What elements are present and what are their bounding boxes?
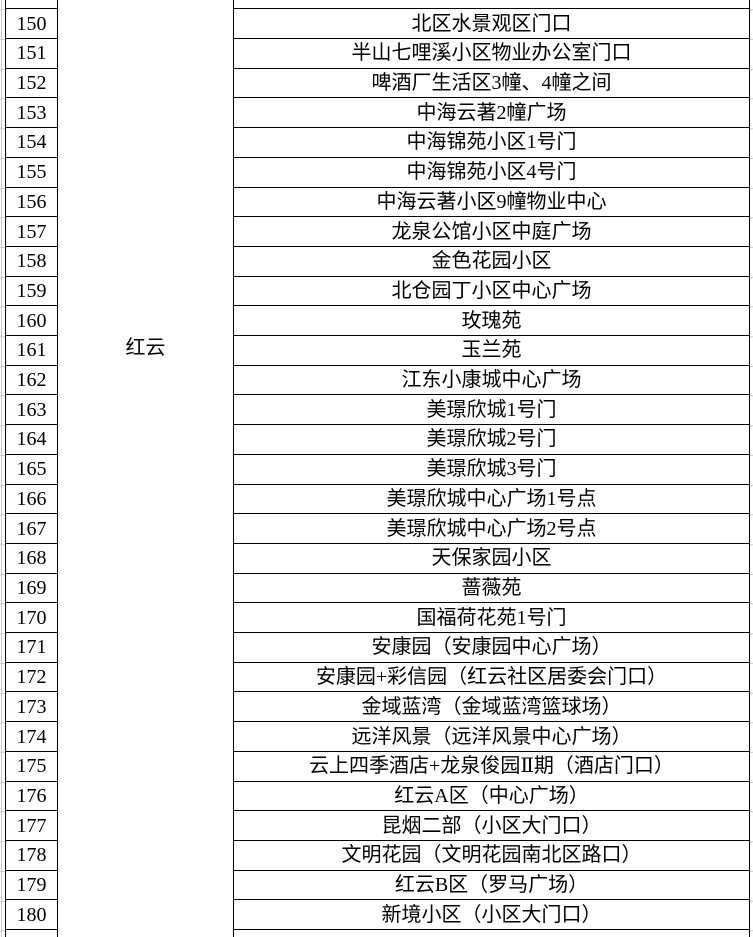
location-cell[interactable]: 北仓园丁小区中心广场 [234, 277, 749, 307]
location-cell[interactable]: 金色花园小区 [234, 247, 749, 277]
location-cell[interactable]: 半山七哩溪小区物业办公室门口 [234, 39, 749, 69]
row-number-cell[interactable]: 154 [6, 128, 57, 158]
location-cell[interactable]: 玫瑰苑 [234, 306, 749, 337]
partial-row-top-number-cell [6, 0, 57, 10]
row-number-cell[interactable]: 158 [6, 247, 57, 277]
row-number-cell[interactable]: 177 [6, 811, 57, 841]
location-cell[interactable]: 安康园+彩信园（红云社区居委会门口） [234, 663, 749, 693]
partial-row-top-location-cell [234, 0, 749, 10]
location-cell[interactable]: 江东小康城中心广场 [234, 366, 749, 396]
location-cell[interactable]: 国福荷花苑1号门 [234, 603, 749, 634]
location-cell[interactable]: 远洋风景（远洋风景中心广场） [234, 722, 749, 752]
location-cell[interactable]: 美璟欣城中心广场2号点 [234, 514, 749, 544]
row-number-cell[interactable]: 173 [6, 692, 57, 723]
number-rows: 150 151 152 153 154 155 156 157 158 159 … [6, 9, 57, 931]
location-cell[interactable]: 文明花园（文明花园南北区路口） [234, 841, 749, 871]
row-number-cell[interactable]: 153 [6, 98, 57, 129]
row-number-cell[interactable]: 159 [6, 277, 57, 307]
location-cell[interactable]: 红云B区（罗马广场） [234, 871, 749, 901]
right-gridline-gutter [750, 0, 753, 937]
location-cell[interactable]: 美璟欣城中心广场1号点 [234, 485, 749, 515]
row-number-cell[interactable]: 163 [6, 395, 57, 426]
row-number-cell[interactable]: 167 [6, 514, 57, 544]
location-column: 北区水景观区门口 半山七哩溪小区物业办公室门口 啤酒厂生活区3幢、4幢之间 中海… [233, 0, 750, 937]
location-rows: 北区水景观区门口 半山七哩溪小区物业办公室门口 啤酒厂生活区3幢、4幢之间 中海… [234, 9, 749, 931]
row-number-cell[interactable]: 180 [6, 900, 57, 931]
row-number-cell[interactable]: 161 [6, 336, 57, 366]
row-number-cell[interactable]: 155 [6, 158, 57, 188]
row-number-cell[interactable]: 172 [6, 663, 57, 693]
location-cell[interactable]: 中海云著小区9幢物业中心 [234, 188, 749, 218]
location-cell[interactable]: 云上四季酒店+龙泉俊园Ⅱ期（酒店门口） [234, 752, 749, 782]
row-number-cell[interactable]: 157 [6, 217, 57, 247]
row-number-cell[interactable]: 174 [6, 722, 57, 752]
location-cell[interactable]: 美璟欣城1号门 [234, 395, 749, 426]
location-cell[interactable]: 美璟欣城3号门 [234, 455, 749, 485]
group-label: 红云 [125, 337, 166, 359]
row-number-cell[interactable]: 162 [6, 366, 57, 396]
location-cell[interactable]: 天保家园小区 [234, 544, 749, 574]
location-cell[interactable]: 啤酒厂生活区3幢、4幢之间 [234, 69, 749, 99]
location-cell[interactable]: 红云A区（中心广场） [234, 782, 749, 812]
row-number-cell[interactable]: 171 [6, 633, 57, 663]
row-number-cell[interactable]: 170 [6, 603, 57, 634]
row-number-cell[interactable]: 165 [6, 455, 57, 485]
location-cell[interactable]: 玉兰苑 [234, 336, 749, 366]
merged-group-cell[interactable]: 红云 [58, 0, 233, 937]
location-cell[interactable]: 龙泉公馆小区中庭广场 [234, 217, 749, 247]
row-number-cell[interactable]: 152 [6, 69, 57, 99]
location-cell[interactable]: 新境小区（小区大门口） [234, 900, 749, 931]
row-number-cell[interactable]: 175 [6, 752, 57, 782]
location-cell[interactable]: 安康园（安康园中心广场） [234, 633, 749, 663]
row-number-cell[interactable]: 150 [6, 9, 57, 39]
row-number-cell[interactable]: 166 [6, 485, 57, 515]
row-number-cell[interactable]: 179 [6, 871, 57, 901]
location-cell[interactable]: 中海云著2幢广场 [234, 98, 749, 129]
row-number-cell[interactable]: 176 [6, 782, 57, 812]
row-number-cell[interactable]: 169 [6, 574, 57, 604]
row-number-cell[interactable]: 151 [6, 39, 57, 69]
location-cell[interactable]: 金域蓝湾（金域蓝湾篮球场） [234, 692, 749, 723]
row-number-cell[interactable]: 164 [6, 425, 57, 455]
row-number-cell[interactable]: 156 [6, 188, 57, 218]
row-number-cell[interactable]: 160 [6, 306, 57, 337]
location-cell[interactable]: 美璟欣城2号门 [234, 425, 749, 455]
row-number-cell[interactable]: 168 [6, 544, 57, 574]
left-gridline-gutter [0, 0, 5, 937]
location-cell[interactable]: 昆烟二部（小区大门口） [234, 811, 749, 841]
location-cell[interactable]: 蔷薇苑 [234, 574, 749, 604]
row-number-column: 150 151 152 153 154 155 156 157 158 159 … [5, 0, 58, 937]
location-cell[interactable]: 北区水景观区门口 [234, 9, 749, 39]
location-cell[interactable]: 中海锦苑小区4号门 [234, 158, 749, 188]
row-number-cell[interactable]: 178 [6, 841, 57, 871]
location-cell[interactable]: 中海锦苑小区1号门 [234, 128, 749, 158]
